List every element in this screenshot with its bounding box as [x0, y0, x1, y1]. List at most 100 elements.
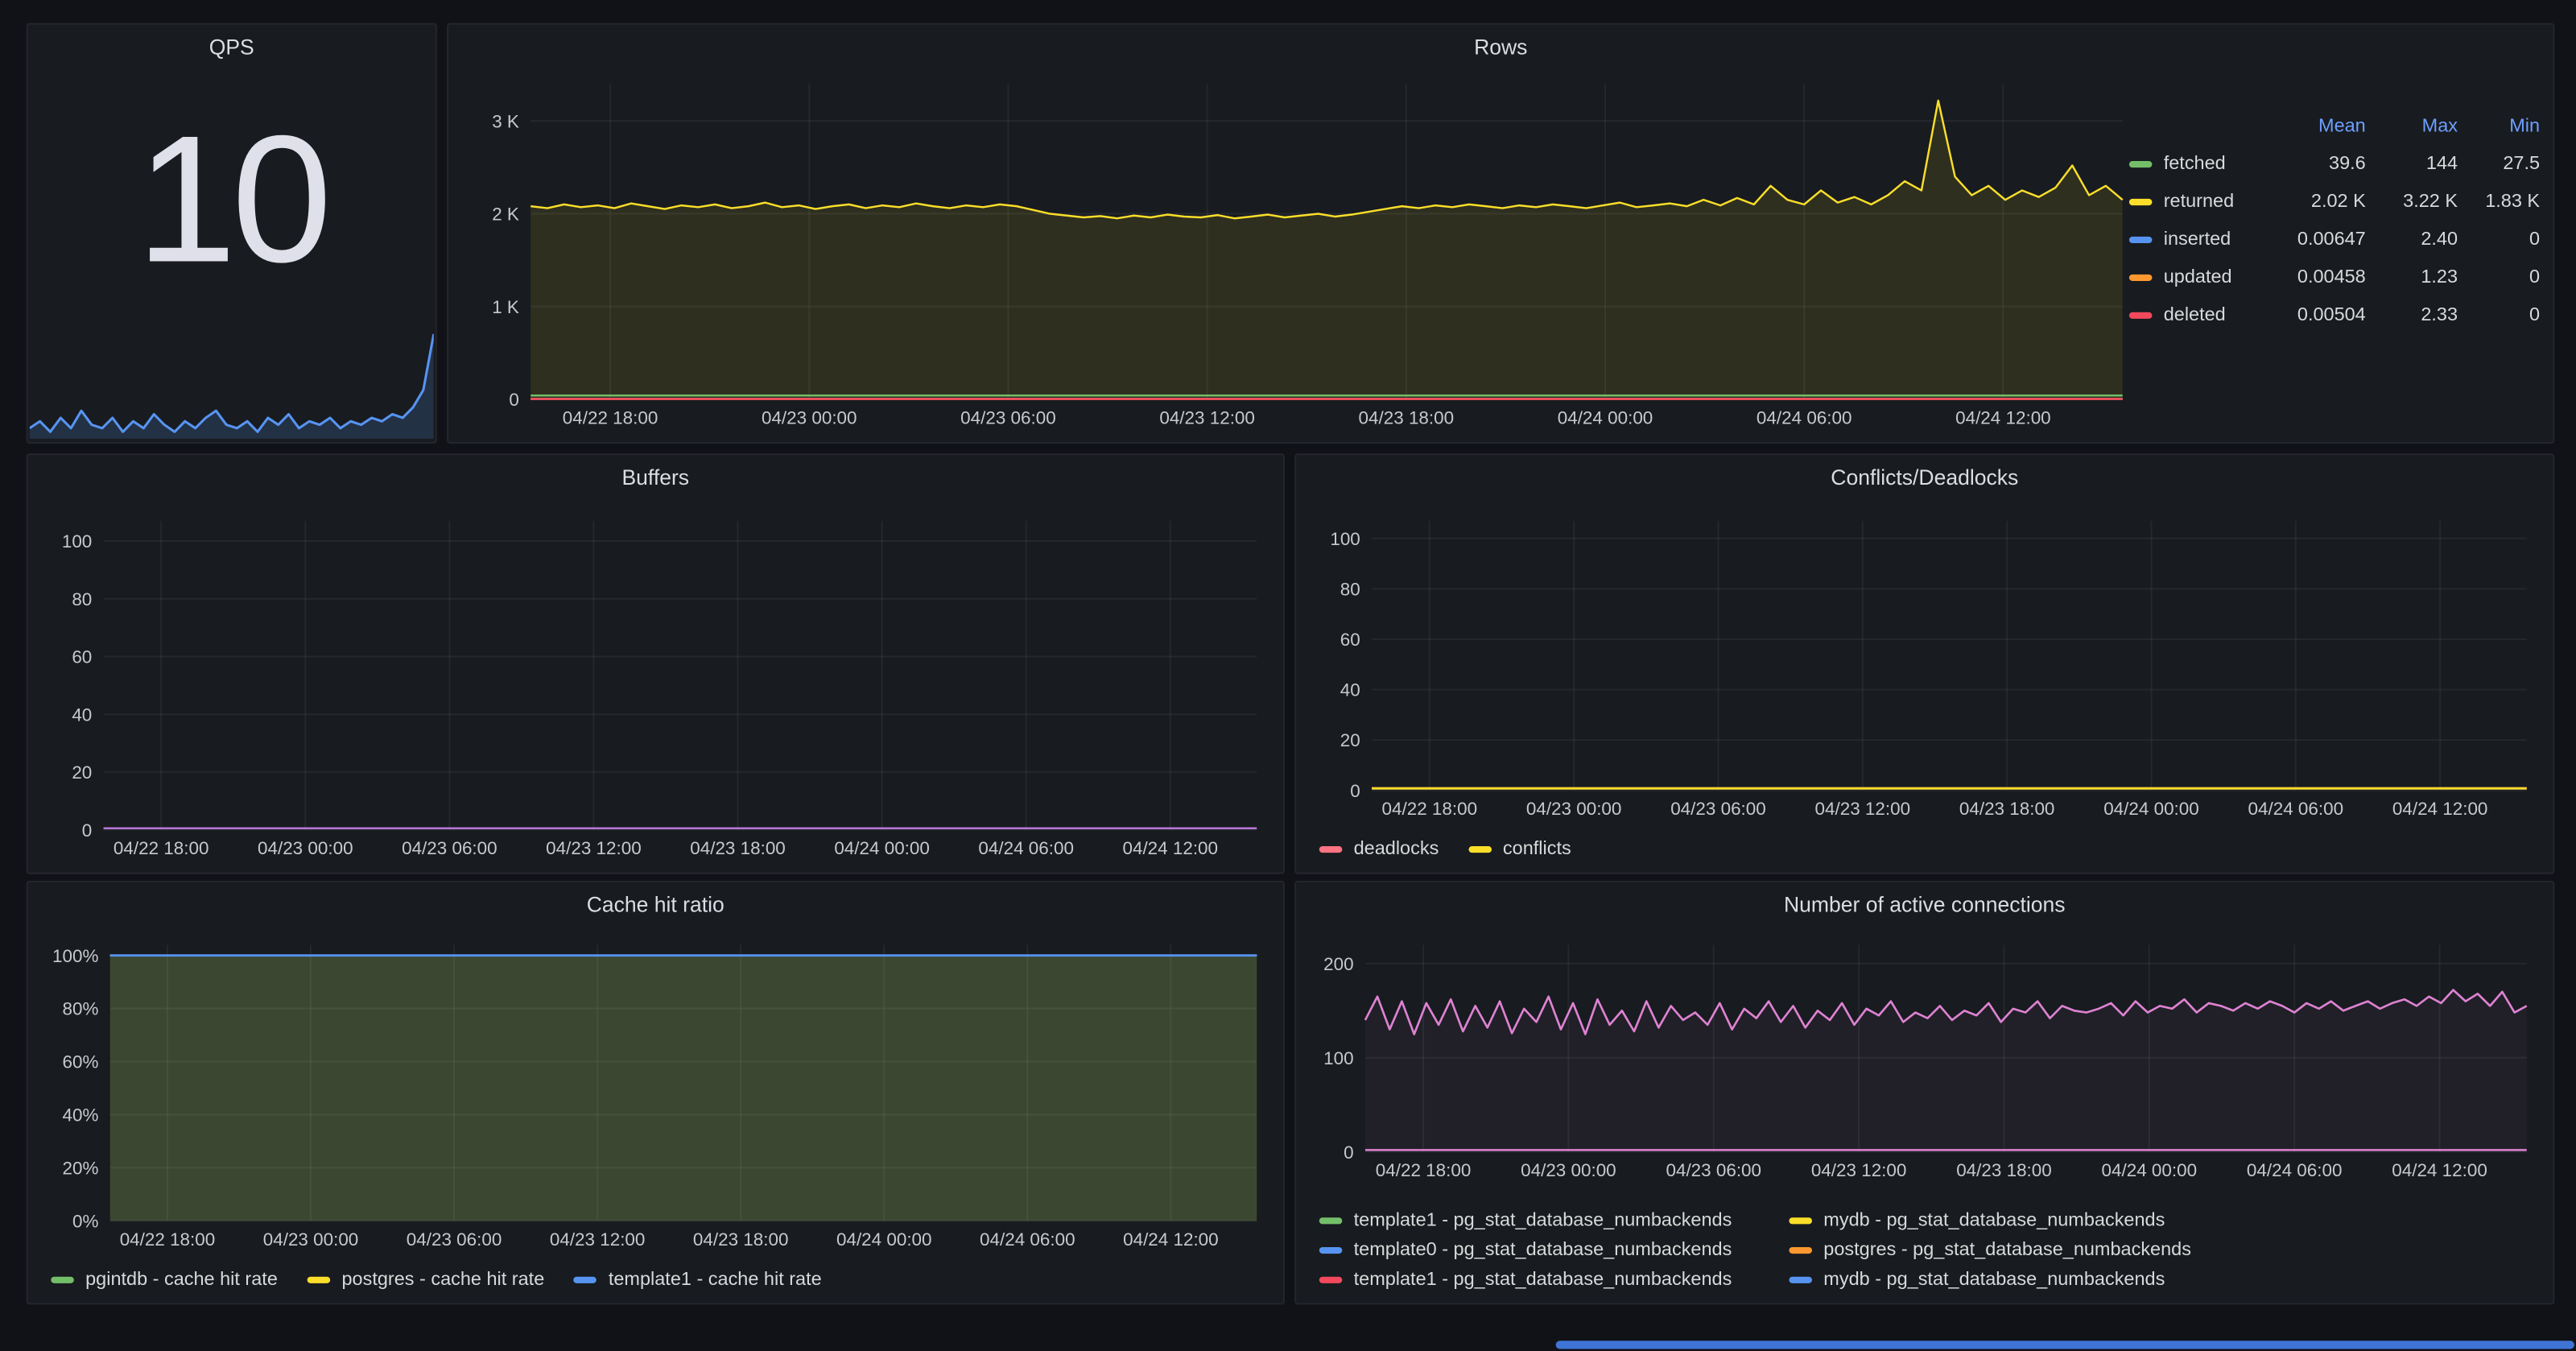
legend-label: template0 - pg_stat_database_numbackends [1353, 1240, 1732, 1261]
connections-legend: template1 - pg_stat_database_numbackends… [1319, 1211, 2191, 1290]
horizontal-scrollbar-thumb[interactable] [1555, 1341, 2574, 1349]
x-tick-label: 04/24 12:00 [2392, 1160, 2487, 1180]
legend-value-max: 2.33 [2421, 304, 2458, 325]
panel-buffers: Buffers 0 20 40 60 80 100 04/22 18:00 04/23 00:… [26, 453, 1285, 874]
x-tick-label: 04/24 12:00 [1122, 838, 1218, 858]
legend-label: updated [2163, 266, 2232, 287]
panel-title-rows[interactable]: Rows [1474, 34, 1528, 60]
panel-cache: Cache hit ratio 0% 20% 40% 60% 80% 100% 04/22 … [26, 880, 1285, 1305]
x-tick-label: 04/23 06:00 [1666, 1160, 1761, 1180]
legend-header-max[interactable]: Max [2421, 115, 2458, 136]
legend-item[interactable]: conflicts [1468, 840, 1571, 859]
y-tick-label: 200 [1323, 954, 1353, 974]
legend-label: deleted [2163, 304, 2226, 325]
x-tick-label: 04/23 18:00 [1956, 1160, 2052, 1180]
y-tick-label: 80% [63, 999, 99, 1019]
x-tick-label: 04/23 18:00 [1359, 408, 1455, 428]
legend-item[interactable]: updated [2128, 266, 2260, 287]
x-tick-label: 04/22 18:00 [120, 1229, 216, 1250]
x-tick-label: 04/24 00:00 [1558, 408, 1653, 428]
x-tick-label: 04/24 06:00 [980, 1229, 1075, 1250]
legend-item[interactable]: template1 - pg_stat_database_numbackends [1319, 1270, 1766, 1290]
series-fill-postgres - cache hit rate [109, 955, 1257, 1221]
legend-value-max: 144 [2425, 153, 2458, 174]
legend-item[interactable]: deleted [2128, 304, 2260, 325]
series-color-swatch [574, 1276, 597, 1283]
legend-item[interactable]: postgres - pg_stat_database_numbackends [1789, 1241, 2191, 1260]
legend-item[interactable]: mydb - pg_stat_database_numbackends [1789, 1270, 2191, 1290]
legend-value-mean: 2.02 K [2310, 191, 2366, 212]
connections-chart[interactable]: 0 100 200 04/22 18:00 04/23 00:00 04/23 06:00… [1306, 932, 2540, 1188]
y-tick-label: 100 [1330, 529, 1360, 549]
x-tick-label: 04/23 12:00 [546, 838, 642, 858]
x-tick-label: 04/23 00:00 [762, 408, 857, 428]
legend-label: template1 - pg_stat_database_numbackends [1353, 1270, 1732, 1291]
legend-item[interactable]: template1 - cache hit rate [574, 1270, 822, 1290]
legend-label: mydb - pg_stat_database_numbackends [1823, 1270, 2165, 1291]
legend-label: postgres - cache hit rate [341, 1270, 545, 1291]
x-tick-label: 04/24 00:00 [836, 1229, 932, 1250]
buffers-chart[interactable]: 0 20 40 60 80 100 04/22 18:00 04/23 00:00 04/23 … [38, 505, 1270, 866]
legend-header-min[interactable]: Min [2509, 115, 2541, 136]
y-tick-label: 40 [1340, 680, 1360, 700]
y-tick-label: 40% [63, 1105, 99, 1126]
legend-label: mydb - pg_stat_database_numbackends [1823, 1211, 2165, 1231]
panel-rows: Rows 0 1 K 2 K 3 K 04/22 18:00 04/23 00:00 04/… [447, 23, 2555, 444]
panel-title-cache[interactable]: Cache hit ratio [586, 892, 724, 917]
legend-header-row: Mean Max Min [2129, 107, 2540, 145]
panel-title-connections[interactable]: Number of active connections [1784, 892, 2066, 917]
y-tick-label: 80 [72, 589, 92, 609]
x-tick-label: 04/24 12:00 [1123, 1229, 1219, 1250]
x-tick-label: 04/22 18:00 [114, 838, 209, 858]
legend-item[interactable]: returned [2128, 192, 2260, 211]
y-tick-label: 60% [63, 1052, 99, 1072]
x-tick-label: 04/24 12:00 [1955, 408, 2051, 428]
series-line-returned [530, 99, 2124, 220]
x-tick-label: 04/23 18:00 [693, 1229, 789, 1250]
legend-header-mean[interactable]: Mean [2318, 115, 2366, 136]
legend-item[interactable]: mydb - pg_stat_database_numbackends [1789, 1211, 2191, 1231]
legend-item[interactable]: template0 - pg_stat_database_numbackends [1319, 1241, 1766, 1260]
x-tick-label: 04/23 18:00 [690, 838, 786, 858]
y-tick-label: 3 K [492, 111, 519, 131]
conflicts-legend: deadlocks conflicts [1319, 840, 1571, 859]
legend-item[interactable]: postgres - cache hit rate [307, 1270, 545, 1291]
legend-item[interactable]: pgintdb - cache hit rate [51, 1270, 278, 1290]
x-tick-label: 04/23 00:00 [258, 838, 353, 858]
series-color-swatch [1468, 846, 1492, 853]
legend-item[interactable]: fetched [2128, 154, 2260, 173]
y-tick-label: 0 [1350, 781, 1360, 801]
legend-value-mean: 0.00504 [2297, 304, 2366, 325]
legend-label: template1 - pg_stat_database_numbackends [1353, 1211, 1732, 1231]
panel-title-buffers[interactable]: Buffers [621, 465, 690, 490]
x-tick-label: 04/22 18:00 [1376, 1160, 1472, 1180]
cache-chart[interactable]: 0% 20% 40% 60% 80% 100% 04/22 18:00 04/23 00:00… [38, 932, 1270, 1257]
rows-chart[interactable]: 0 1 K 2 K 3 K 04/22 18:00 04/23 00:00 04/23 06… [458, 74, 2128, 436]
series-color-swatch [1319, 1246, 1343, 1254]
series-color-swatch [2128, 159, 2153, 167]
series-color-swatch [307, 1276, 331, 1283]
qps-sparkline-chart[interactable] [28, 311, 436, 442]
legend-value-mean: 39.6 [2329, 153, 2366, 174]
legend-series-row: returned 2.02 K 3.22 K 1.83 K [2128, 183, 2540, 221]
rows-legend-table: Mean Max Min fetched 39.6 144 27.5 returned 2.02… [2128, 107, 2540, 334]
y-tick-label: 100 [62, 531, 92, 552]
legend-item[interactable]: deadlocks [1319, 840, 1439, 859]
x-tick-label: 04/24 12:00 [2392, 799, 2488, 819]
legend-item[interactable]: template1 - pg_stat_database_numbackends [1319, 1211, 1766, 1231]
x-tick-label: 04/23 12:00 [1159, 408, 1255, 428]
y-tick-label: 80 [1340, 580, 1360, 600]
series-fill-pgintdb - cache hit rate [109, 955, 1257, 1221]
panel-title-conflicts[interactable]: Conflicts/Deadlocks [1831, 465, 2019, 490]
conflicts-chart[interactable]: 0 20 40 60 80 100 04/22 18:00 04/23 00:00 04/23 … [1306, 505, 2540, 827]
x-tick-label: 04/24 00:00 [834, 838, 930, 858]
y-tick-label: 2 K [492, 205, 519, 225]
series-fill-active connections [1364, 989, 2527, 1152]
series-color-swatch [2128, 197, 2153, 205]
series-color-swatch [1789, 1217, 1813, 1225]
y-tick-label: 40 [72, 704, 92, 725]
legend-item[interactable]: inserted [2128, 229, 2260, 249]
legend-value-max: 2.40 [2421, 229, 2458, 250]
panel-title-qps[interactable]: QPS [208, 34, 254, 60]
